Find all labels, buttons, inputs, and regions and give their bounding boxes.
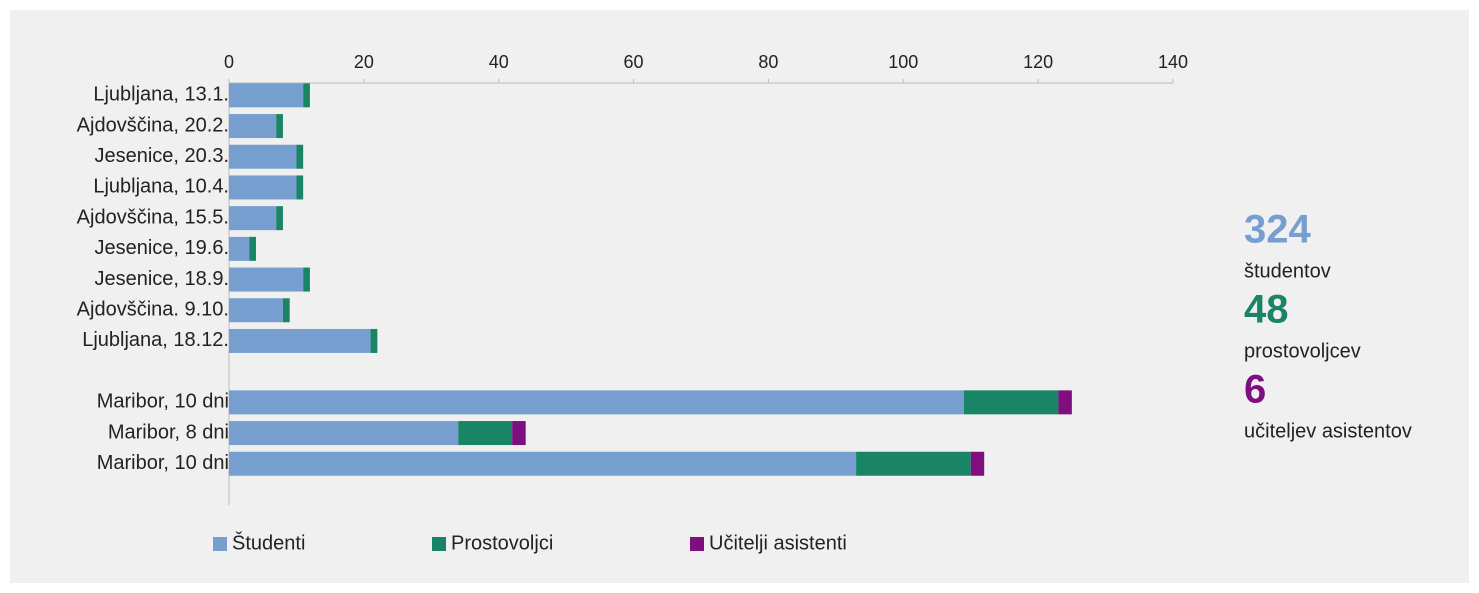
y-tick-label: Ljubljana, 10.4. [93,176,229,198]
bar-segment [229,451,857,476]
bar-segment [856,451,971,476]
bar-segment [229,236,250,261]
legend-label: Študenti [232,531,305,554]
y-tick-label: Ajdovščina. 9.10. [77,299,229,321]
bar-segment [229,114,277,139]
x-tick-label: 120 [1023,52,1053,72]
bar-segment [303,267,310,292]
bar-segment [282,298,290,323]
y-tick-label: Maribor, 8 dni [108,421,229,443]
bar-segment [229,267,304,292]
bar-segment [370,328,378,353]
stat-label: učiteljev asistentov [1244,420,1412,442]
y-tick-label: Maribor, 10 dni [97,452,229,474]
y-tick-label: Ljubljana, 13.1. [93,84,229,106]
bar-segment [229,83,304,108]
x-tick-label: 0 [224,52,234,72]
y-tick-label: Ljubljana, 18.12. [82,329,229,351]
bar-segment [1058,390,1072,415]
bar-segment [249,236,256,261]
x-tick-label: 100 [888,52,918,72]
bar-segment [229,206,277,231]
bar-segment [296,175,304,200]
y-tick-label: Ajdovščina, 15.5. [77,206,229,228]
bar-segment [276,206,283,231]
stat-value: 48 [1244,288,1289,332]
stat-value: 324 [1244,208,1311,252]
y-tick-label: Maribor, 10 dni [97,391,229,413]
bar-segment [963,390,1059,415]
bar-segment [229,390,964,415]
x-tick-label: 60 [624,52,644,72]
bar-segment [303,83,310,108]
x-tick-label: 80 [758,52,778,72]
legend-swatch [213,537,227,551]
y-tick-label: Ajdovščina, 20.2. [77,114,229,136]
y-tick-label: Jesenice, 18.9. [94,268,229,290]
bar-segment [229,144,297,169]
x-tick-label: 40 [489,52,509,72]
bar-segment [512,421,526,446]
y-tick-label: Jesenice, 19.6. [94,237,229,259]
legend-swatch [690,537,704,551]
bar-segment [229,298,283,323]
y-tick-label: Jesenice, 20.3. [94,145,229,167]
bar-segment [296,144,304,169]
stat-label: študentov [1244,260,1331,282]
x-tick-label: 20 [354,52,374,72]
bar-segment [229,328,371,353]
legend-label: Učitelji asistenti [709,532,847,554]
bar-segment [229,421,459,446]
bar-segment [229,175,297,200]
stat-label: prostovoljcev [1244,340,1361,362]
bar-segment [970,451,985,476]
legend-label: Prostovoljci [451,532,553,554]
legend-swatch [432,537,446,551]
bar-segment [458,421,513,446]
stat-value: 6 [1244,368,1266,412]
x-tick-label: 140 [1158,52,1188,72]
bar-segment [276,114,283,139]
